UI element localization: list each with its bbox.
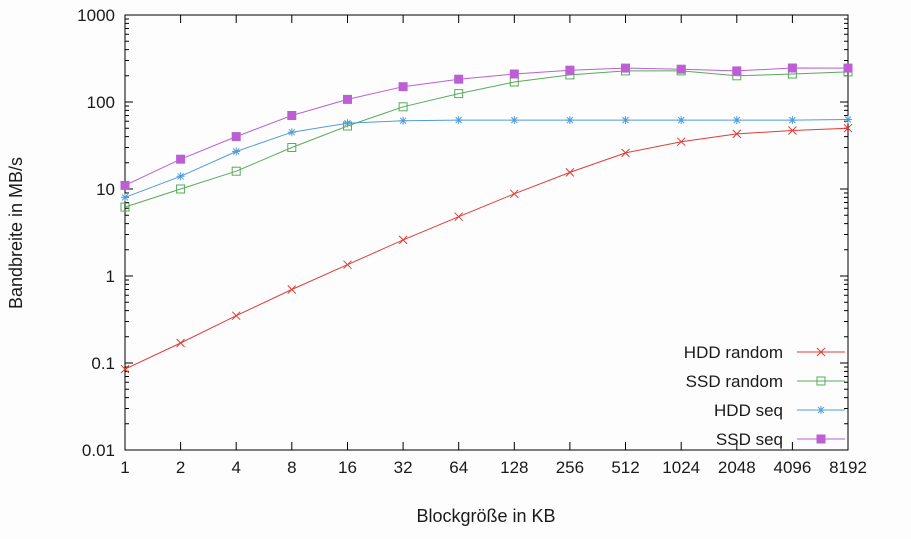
y-tick-label: 0.01 xyxy=(82,441,115,460)
x-tick-label: 4096 xyxy=(773,458,811,477)
y-tick-label: 100 xyxy=(87,93,115,112)
legend: HDD random SSD random HDD seq SSD seq xyxy=(684,343,845,449)
series-line xyxy=(124,70,849,208)
y-tick-label: 1 xyxy=(106,267,115,286)
x-tick-label: 128 xyxy=(500,458,528,477)
x-tick-label: 512 xyxy=(611,458,639,477)
legend-label: SSD random xyxy=(686,372,783,391)
y-tick-label: 1000 xyxy=(77,6,115,25)
x-tick-label: 16 xyxy=(338,458,357,477)
tick-labels: 1 2 4 8 16 32 64 128 256 512 1024 2048 4096 8192 0.01 0… xyxy=(77,6,867,477)
x-tick-label: 1024 xyxy=(662,458,700,477)
legend-label: HDD random xyxy=(684,343,783,362)
x-tick-label: 1 xyxy=(120,458,129,477)
x-tick-label: 32 xyxy=(394,458,413,477)
legend-label: SSD seq xyxy=(716,430,783,449)
series-line xyxy=(124,67,849,186)
legend-entry: SSD seq xyxy=(716,430,845,449)
x-tick-label: 64 xyxy=(449,458,468,477)
axes xyxy=(124,14,849,451)
series-hdd-random xyxy=(120,123,853,374)
y-tick-label: 10 xyxy=(96,180,115,199)
legend-entry: HDD seq xyxy=(714,401,845,420)
series-hdd-seq xyxy=(121,115,852,202)
x-tick-label: 256 xyxy=(556,458,584,477)
plot-border xyxy=(124,14,849,451)
legend-entry: HDD random xyxy=(684,343,845,362)
x-tick-label: 2048 xyxy=(718,458,756,477)
y-axis-title: Bandbreite in MB/s xyxy=(6,157,26,309)
x-tick-label: 8192 xyxy=(829,458,867,477)
series-line xyxy=(124,119,849,198)
x-tick-label: 4 xyxy=(231,458,240,477)
x-axis-title: Blockgröße in KB xyxy=(416,506,555,526)
x-tick-label: 8 xyxy=(287,458,296,477)
x-tick-label: 2 xyxy=(176,458,185,477)
legend-entry: SSD random xyxy=(686,372,845,391)
series-line xyxy=(124,127,849,370)
legend-label: HDD seq xyxy=(714,401,783,420)
series-ssd-seq xyxy=(120,63,853,190)
y-tick-label: 0.1 xyxy=(91,354,115,373)
